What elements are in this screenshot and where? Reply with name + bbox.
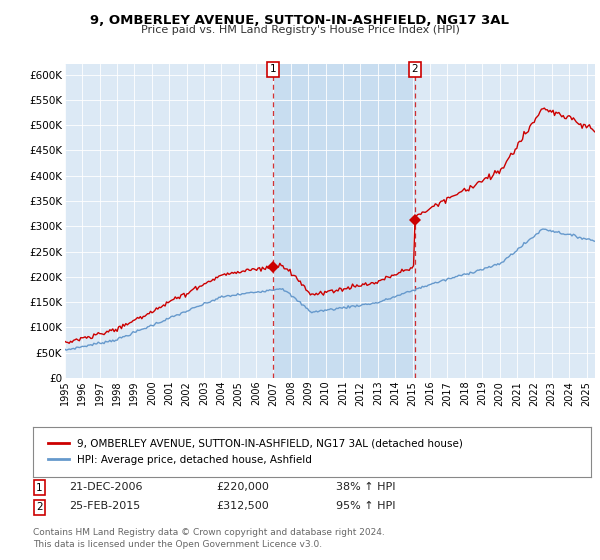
Text: 21-DEC-2006: 21-DEC-2006 xyxy=(69,482,143,492)
Bar xyxy=(273,64,415,378)
Text: Price paid vs. HM Land Registry's House Price Index (HPI): Price paid vs. HM Land Registry's House … xyxy=(140,25,460,35)
Text: 1: 1 xyxy=(36,483,43,493)
Legend: 9, OMBERLEY AVENUE, SUTTON-IN-ASHFIELD, NG17 3AL (detached house), HPI: Average : 9, OMBERLEY AVENUE, SUTTON-IN-ASHFIELD, … xyxy=(44,435,467,469)
Text: 1: 1 xyxy=(269,64,276,74)
Text: 2: 2 xyxy=(412,64,418,74)
Text: 95% ↑ HPI: 95% ↑ HPI xyxy=(336,501,395,511)
Text: 38% ↑ HPI: 38% ↑ HPI xyxy=(336,482,395,492)
Text: 2: 2 xyxy=(36,502,43,512)
Text: 9, OMBERLEY AVENUE, SUTTON-IN-ASHFIELD, NG17 3AL: 9, OMBERLEY AVENUE, SUTTON-IN-ASHFIELD, … xyxy=(91,14,509,27)
Text: 25-FEB-2015: 25-FEB-2015 xyxy=(69,501,140,511)
Text: Contains HM Land Registry data © Crown copyright and database right 2024.
This d: Contains HM Land Registry data © Crown c… xyxy=(33,528,385,549)
Text: £220,000: £220,000 xyxy=(216,482,269,492)
Text: £312,500: £312,500 xyxy=(216,501,269,511)
